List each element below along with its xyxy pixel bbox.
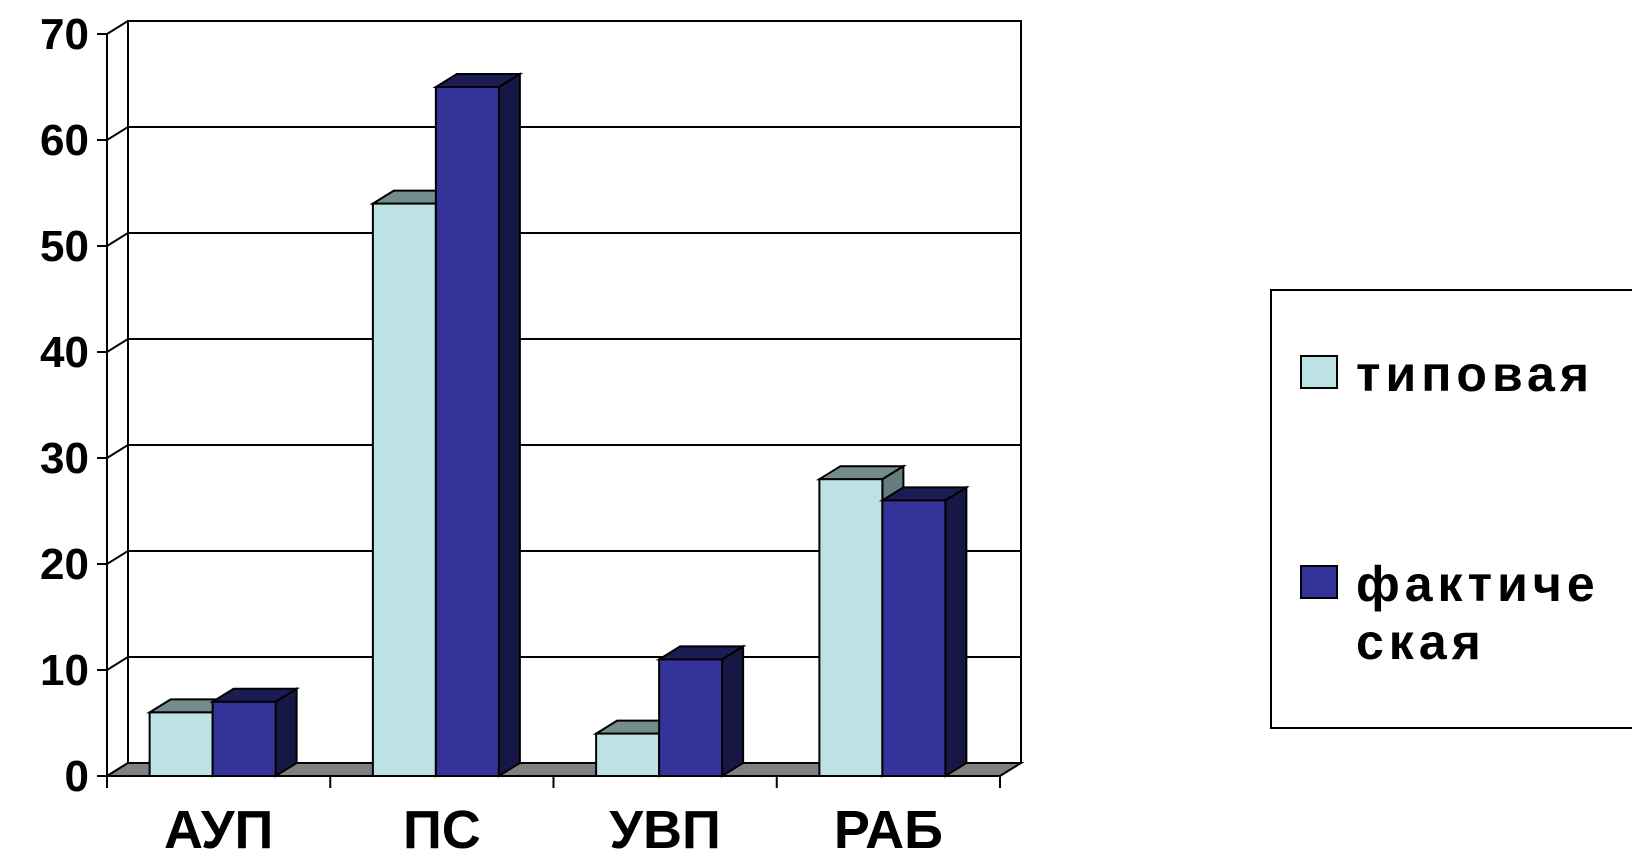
y-tick-label: 70 bbox=[40, 10, 89, 59]
wall-grid-diagonal bbox=[106, 232, 129, 247]
legend-item-typical: типовая bbox=[1300, 345, 1632, 403]
y-tick-label: 60 bbox=[40, 116, 89, 165]
bar-side bbox=[944, 485, 968, 778]
legend-swatch-actual bbox=[1300, 565, 1338, 599]
y-tick-label: 0 bbox=[65, 752, 89, 801]
wall-grid-diagonal bbox=[106, 444, 129, 459]
bar bbox=[434, 86, 500, 777]
x-category-label: АУП bbox=[164, 800, 273, 860]
bar bbox=[148, 711, 214, 778]
legend-label-actual: фактиче ская bbox=[1356, 556, 1600, 670]
wall-grid-diagonal bbox=[106, 338, 129, 353]
bar-side bbox=[274, 687, 298, 778]
bar bbox=[818, 478, 884, 777]
x-category-label: УВП bbox=[609, 800, 720, 860]
y-tick-label: 30 bbox=[40, 434, 89, 483]
bar-side bbox=[497, 72, 521, 778]
y-tick-label: 50 bbox=[40, 222, 89, 271]
wall-grid-diagonal bbox=[106, 126, 129, 141]
legend-label-typical: типовая bbox=[1356, 346, 1595, 402]
y-tick-label: 20 bbox=[40, 540, 89, 589]
wall-grid-diagonal bbox=[106, 550, 129, 565]
bar bbox=[211, 700, 277, 777]
legend-item-actual: фактиче ская bbox=[1300, 555, 1632, 671]
bar bbox=[371, 202, 437, 778]
bar bbox=[658, 658, 724, 778]
bar bbox=[595, 732, 661, 777]
legend-swatch-typical bbox=[1300, 355, 1338, 389]
bar-side bbox=[721, 644, 745, 778]
y-tick-label: 10 bbox=[40, 646, 89, 695]
wall-grid-diagonal bbox=[106, 20, 129, 35]
x-category-label: ПС bbox=[403, 800, 481, 860]
wall-grid-diagonal bbox=[106, 656, 129, 671]
legend: типовая фактиче ская bbox=[1270, 289, 1632, 729]
y-tick-label: 40 bbox=[40, 328, 89, 377]
bar bbox=[881, 499, 947, 777]
x-category-label: РАБ bbox=[834, 800, 943, 860]
